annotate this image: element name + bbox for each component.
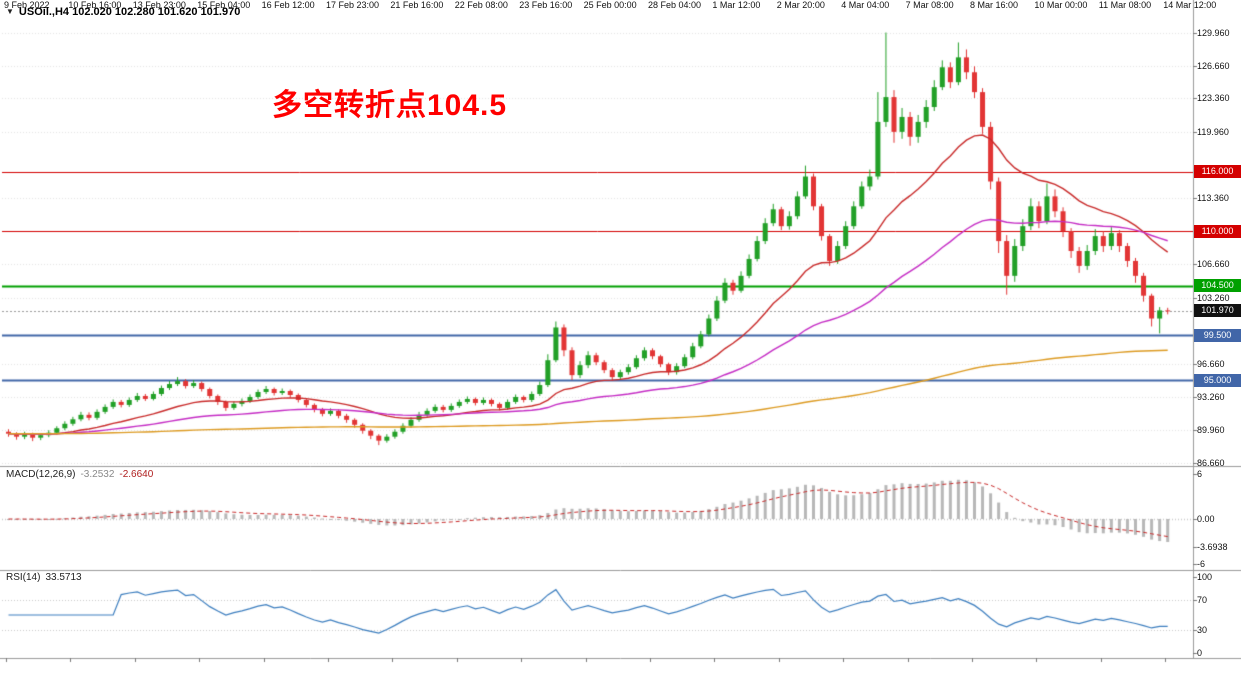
rsi-axis-label: 30: [1197, 625, 1208, 636]
time-axis-label: 7 Mar 08:00: [905, 0, 954, 10]
price-axis-label: 126.660: [1197, 60, 1230, 71]
time-axis-label: 16 Feb 12:00: [261, 0, 315, 10]
macd-signal-value: -2.6640: [119, 469, 154, 480]
time-axis-label: 23 Feb 16:00: [519, 0, 573, 10]
price-axis-label: 123.360: [1197, 93, 1230, 104]
annotation-text: 多空转折点104.5: [272, 89, 508, 122]
time-axis-label: 1 Mar 12:00: [712, 0, 761, 10]
chart-title: ▼ USOil.,H4 102.020 102.280 101.620 101.…: [6, 6, 240, 18]
macd-axis-label: 6: [1197, 469, 1203, 480]
time-axis-label: 14 Mar 12:00: [1163, 0, 1217, 10]
time-axis-label: 28 Feb 04:00: [648, 0, 702, 10]
rsi-value: 33.5713: [45, 572, 82, 583]
time-axis-label: 9 Feb 2022: [4, 0, 50, 10]
rsi-axis-label: 0: [1197, 648, 1203, 658]
price-axis-label: 89.960: [1197, 425, 1225, 436]
rsi-axis-label: 70: [1197, 594, 1208, 605]
current-price-badge: 101.970: [1194, 304, 1241, 318]
rsi-name: RSI(14): [6, 572, 41, 583]
price-axis-label: 96.660: [1197, 358, 1225, 369]
macd-axis-label: 0.00: [1197, 514, 1215, 524]
time-axis-label: 17 Feb 23:00: [326, 0, 380, 10]
time-axis-label: 10 Feb 16:00: [68, 0, 122, 10]
macd-main-value: -3.2532: [80, 469, 115, 480]
time-axis-label: 13 Feb 23:00: [132, 0, 186, 10]
price-axis-label: 86.660: [1197, 457, 1225, 468]
chevron-down-icon[interactable]: ▼: [6, 7, 14, 16]
price-axis-label: 129.960: [1197, 27, 1230, 38]
price-axis-label: 119.960: [1197, 127, 1229, 138]
time-axis-label: 15 Feb 04:00: [197, 0, 251, 10]
price-line-badge: 104.500: [1194, 279, 1241, 293]
time-axis-label: 2 Mar 20:00: [776, 0, 825, 10]
time-axis-label: 22 Feb 08:00: [454, 0, 508, 10]
macd-indicator-label: MACD(12,26,9) -3.2532 -2.6640: [6, 469, 153, 480]
rsi-axis-label: 100: [1197, 572, 1213, 582]
price-axis-label: 93.260: [1197, 392, 1225, 403]
price-axis-label: 113.360: [1197, 192, 1229, 203]
price-line-badge: 95.000: [1194, 373, 1241, 387]
time-axis-label: 11 Mar 08:00: [1098, 0, 1152, 10]
macd-axis-label: -6: [1197, 558, 1206, 569]
chart-title-text: USOil.,H4 102.020 102.280 101.620 101.97…: [18, 6, 241, 18]
macd-axis-label: -3.6938: [1197, 541, 1228, 552]
time-axis-label: 8 Mar 16:00: [970, 0, 1019, 10]
price-line-badge: 110.000: [1194, 224, 1241, 238]
time-axis-label: 10 Mar 00:00: [1034, 0, 1088, 10]
price-line-badge: 116.000: [1194, 165, 1241, 179]
time-axis-label: 4 Mar 04:00: [841, 0, 890, 10]
price-axis-label: 106.660: [1197, 259, 1230, 270]
time-axis-label: 25 Feb 00:00: [583, 0, 637, 10]
price-axis-label: 103.260: [1197, 293, 1230, 304]
macd-name: MACD(12,26,9): [6, 469, 76, 480]
rsi-indicator-label: RSI(14) 33.5713: [6, 572, 82, 583]
price-line-badge: 99.500: [1194, 328, 1241, 342]
time-axis-label: 21 Feb 16:00: [390, 0, 444, 10]
